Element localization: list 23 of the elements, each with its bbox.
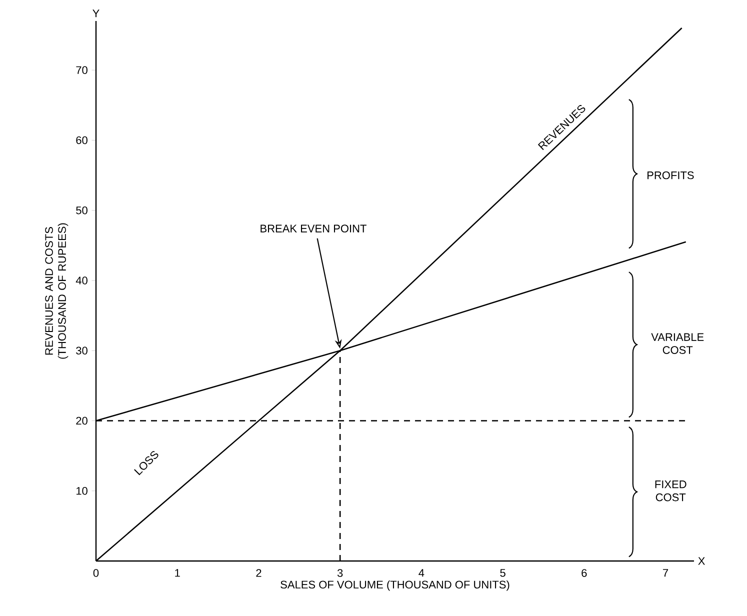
annotation: FIXED COST bbox=[655, 480, 686, 502]
x-tick-label: 4 bbox=[418, 569, 424, 577]
y-tick-label: 20 bbox=[76, 416, 88, 425]
text: X bbox=[698, 557, 705, 565]
y-tick-label: 40 bbox=[76, 276, 88, 284]
y-axis-title: REVENUES AND COSTS (THOUSAND OF RUPEES) bbox=[45, 223, 68, 359]
y-tick-label: 50 bbox=[76, 206, 88, 214]
y-tick-label: 10 bbox=[76, 486, 88, 495]
x-axis-title: SALES OF VOLUME (THOUSAND OF UNITS) bbox=[280, 580, 510, 591]
annotation: BREAK EVEN POINT bbox=[260, 224, 366, 232]
y-tick-label: 60 bbox=[76, 136, 88, 144]
x-tick-label: 6 bbox=[582, 569, 587, 577]
annotation: VARIABLE COST bbox=[651, 333, 704, 354]
x-tick-label: 7 bbox=[663, 569, 668, 577]
y-tick-label: 30 bbox=[76, 346, 88, 355]
annotation: PROFITS bbox=[648, 171, 694, 180]
x-tick-label: 0 bbox=[93, 569, 99, 577]
y-tick-label: 70 bbox=[76, 66, 88, 74]
text: Y bbox=[92, 10, 100, 18]
x-tick-label: 1 bbox=[175, 569, 180, 577]
x-tick-label: 5 bbox=[500, 569, 506, 577]
x-tick-label: 2 bbox=[256, 569, 262, 577]
x-tick-label: 3 bbox=[337, 569, 343, 577]
